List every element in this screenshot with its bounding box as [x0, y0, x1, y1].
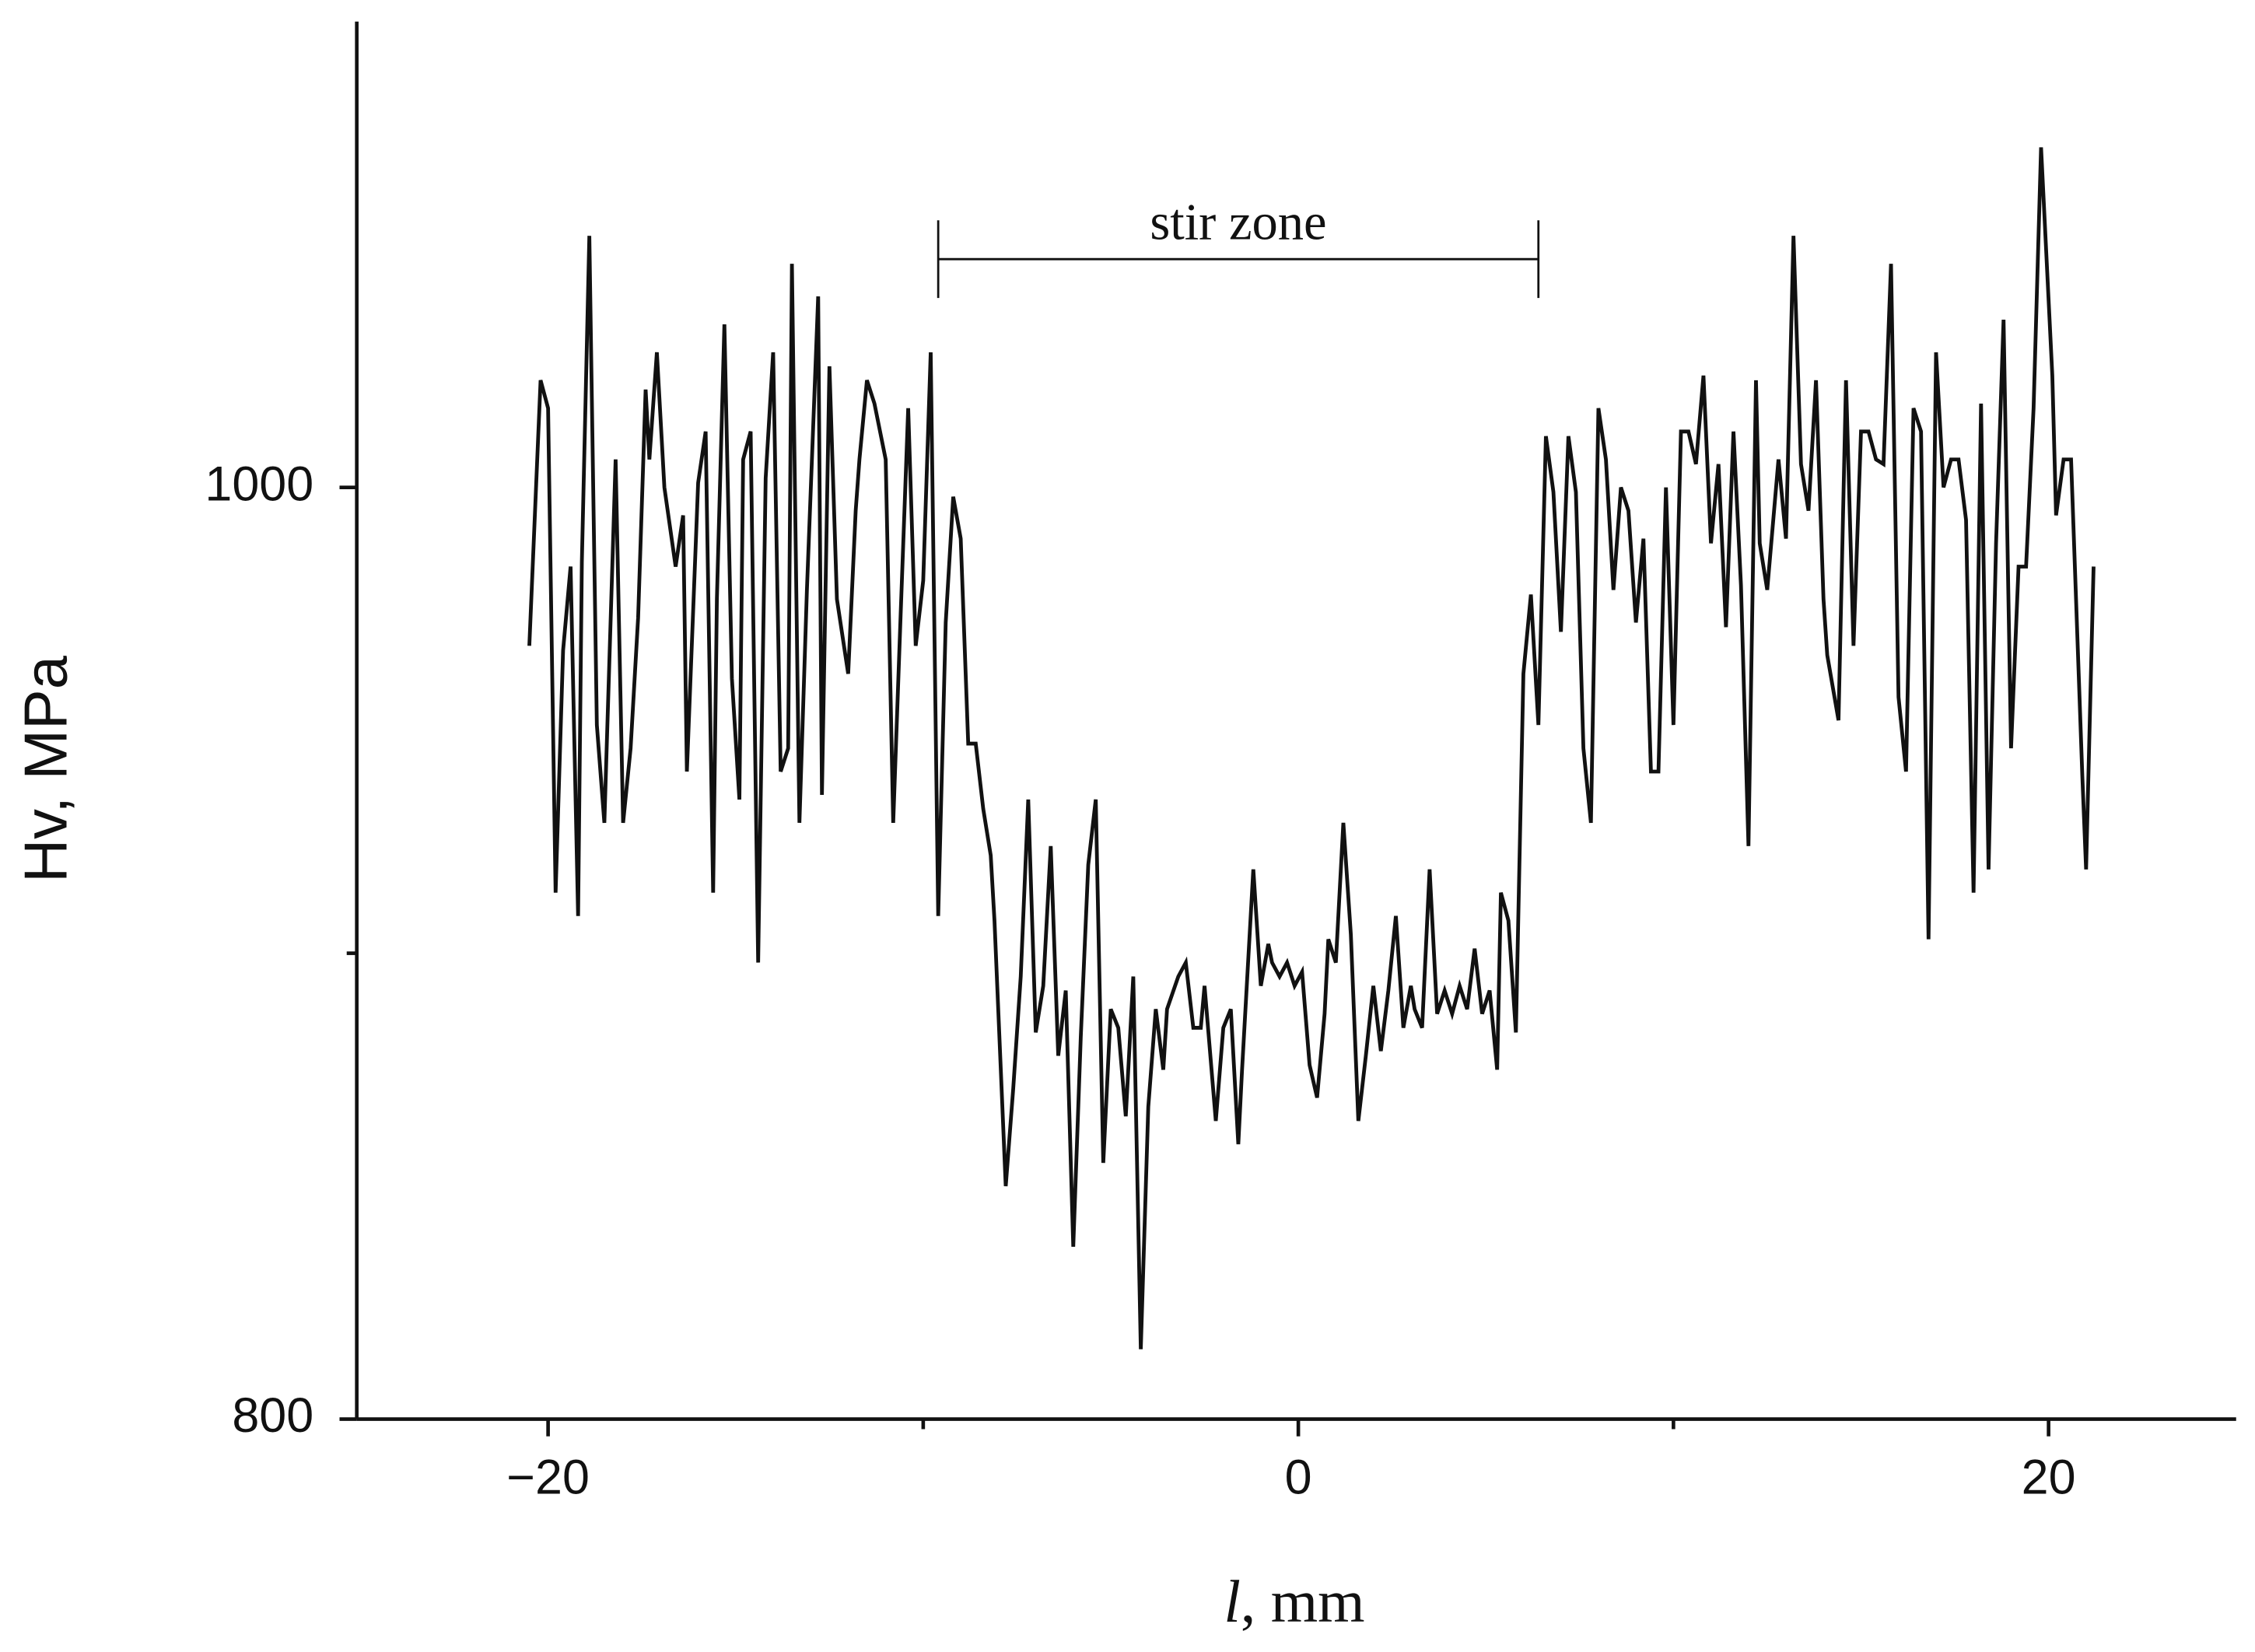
x-axis-symbol: l [1224, 1568, 1241, 1635]
x-tick-label: 0 [1285, 1451, 1312, 1505]
y-axis-label: Hv, MPa [12, 655, 79, 883]
data-line [527, 147, 2096, 1349]
x-tick-label: −20 [506, 1451, 590, 1505]
x-tick-label: 20 [2022, 1451, 2076, 1505]
y-tick-label: 800 [232, 1388, 313, 1443]
x-axis-label: l, mm [1224, 1568, 1364, 1635]
annotation-label: stir zone [1150, 194, 1326, 250]
y-tick-label: 1000 [205, 457, 313, 511]
x-axis-unit: , mm [1241, 1568, 1365, 1635]
